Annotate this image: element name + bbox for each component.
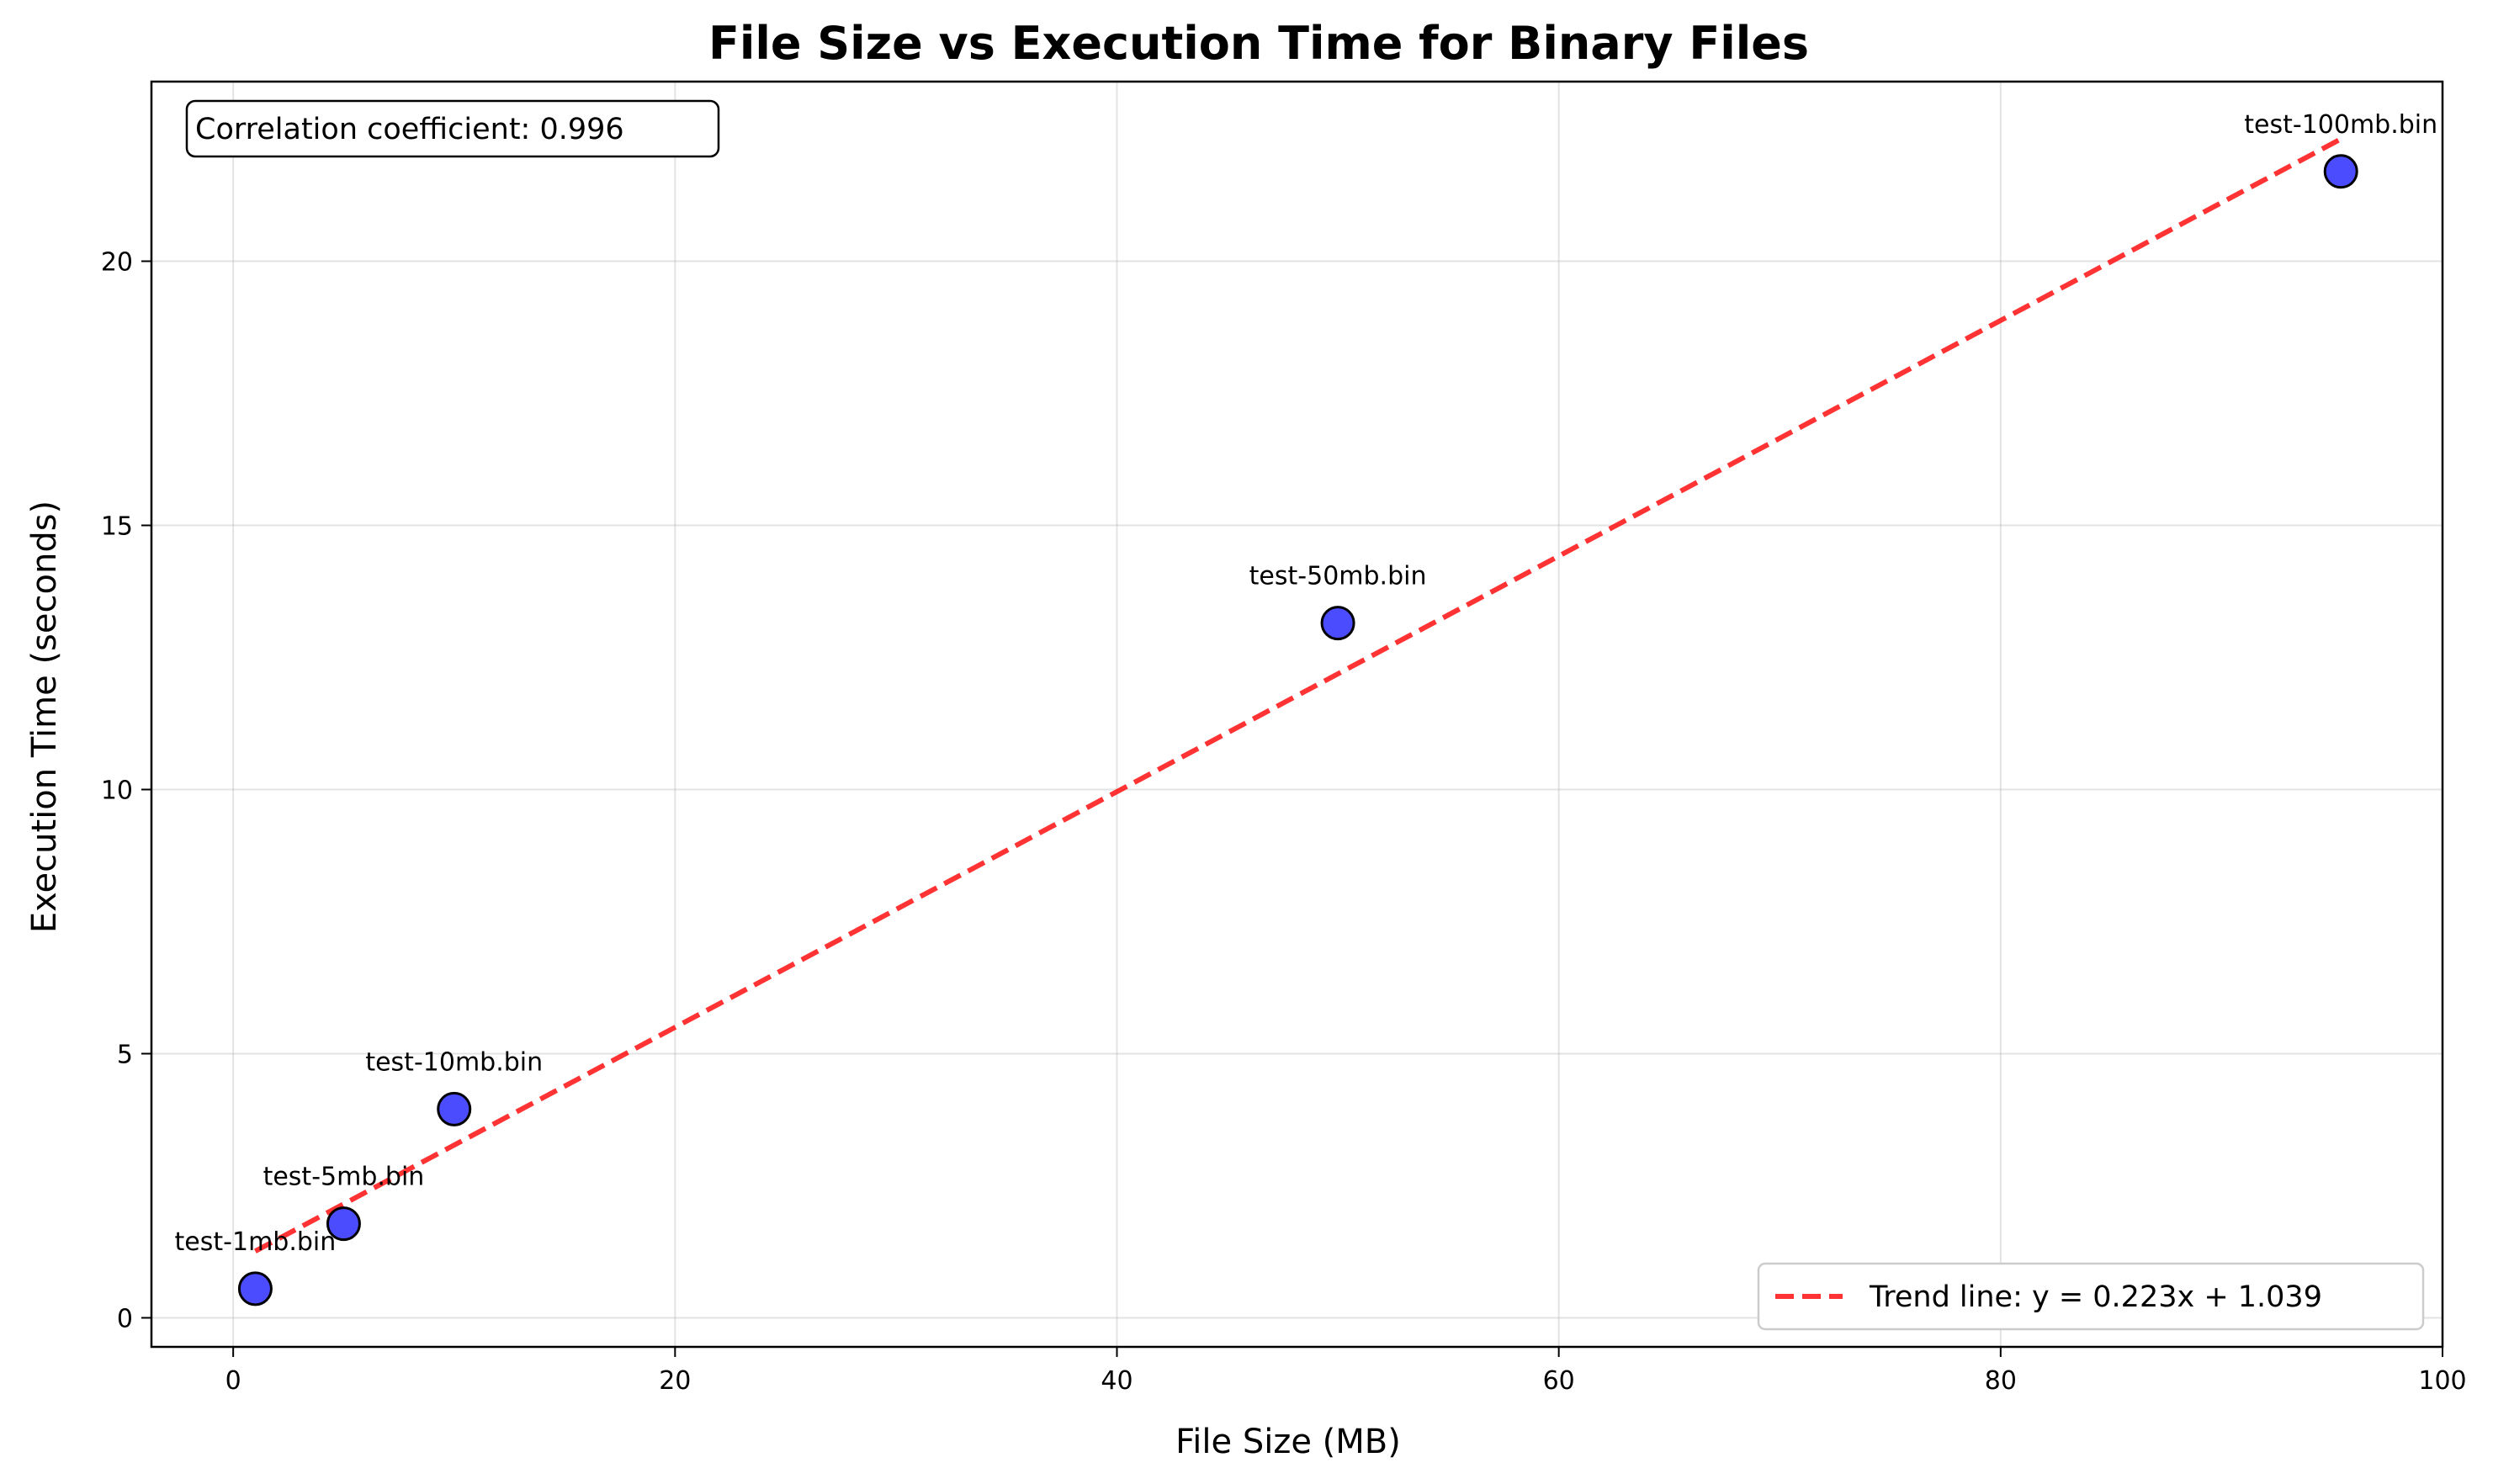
plot-frame bbox=[150, 80, 2444, 1349]
y-tick-label: 10 bbox=[101, 776, 133, 805]
x-tick-label: 80 bbox=[1985, 1366, 2017, 1396]
legend-frame bbox=[1757, 1262, 2425, 1331]
ticks-layer: 0 20 40 60 80 100 0 5 10 15 20 bbox=[101, 248, 2467, 1396]
correlation-box-frame bbox=[185, 99, 720, 158]
data-point bbox=[2323, 154, 2358, 189]
trend-line bbox=[254, 136, 2342, 1253]
point-labels-layer: test-1mb.bin test-5mb.bin test-10mb.bin tes… bbox=[175, 110, 2438, 1257]
data-point-label: test-5mb.bin bbox=[263, 1163, 425, 1192]
data-point bbox=[237, 1271, 273, 1306]
x-tick-label: 40 bbox=[1101, 1366, 1132, 1396]
data-point bbox=[1320, 606, 1355, 641]
y-tick-label: 15 bbox=[101, 511, 133, 541]
y-tick-label: 5 bbox=[117, 1040, 133, 1069]
x-tick-label: 100 bbox=[2418, 1366, 2466, 1396]
points-layer bbox=[237, 154, 2358, 1306]
y-tick-label: 0 bbox=[117, 1304, 133, 1333]
correlation-text: Correlation coefficient: 0.996 bbox=[195, 113, 624, 146]
data-point bbox=[326, 1206, 361, 1242]
legend-label-trend: Trend line: y = 0.223x + 1.039 bbox=[1869, 1280, 2322, 1314]
x-axis-label: File Size (MB) bbox=[1175, 1423, 1401, 1461]
data-point-label: test-50mb.bin bbox=[1249, 562, 1427, 591]
data-point bbox=[437, 1091, 472, 1126]
x-tick-label: 20 bbox=[659, 1366, 691, 1396]
trend-layer bbox=[254, 136, 2342, 1253]
legend: Trend line: y = 0.223x + 1.039 bbox=[1757, 1262, 2425, 1331]
x-tick-label: 60 bbox=[1543, 1366, 1575, 1396]
data-point-label: test-100mb.bin bbox=[2244, 110, 2437, 140]
correlation-box: Correlation coefficient: 0.996 bbox=[185, 99, 720, 158]
data-point-label: test-10mb.bin bbox=[365, 1047, 543, 1077]
chart-title: File Size vs Execution Time for Binary F… bbox=[708, 17, 1809, 70]
data-point-label: test-1mb.bin bbox=[175, 1227, 337, 1257]
y-tick-label: 20 bbox=[101, 248, 133, 278]
x-tick-label: 0 bbox=[225, 1366, 241, 1396]
y-axis-label: Execution Time (seconds) bbox=[25, 501, 64, 933]
